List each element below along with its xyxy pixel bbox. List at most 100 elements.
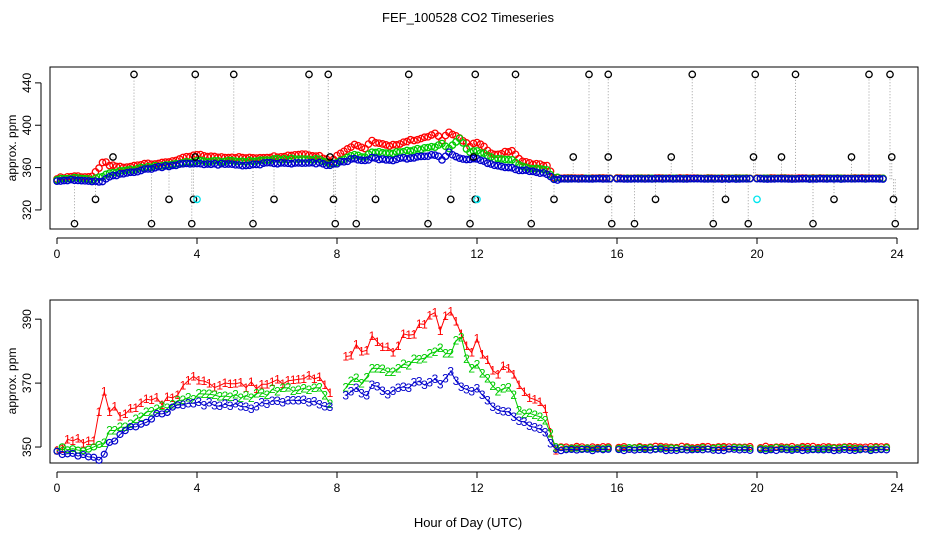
series-3-point xyxy=(625,445,633,454)
flagged-point xyxy=(466,219,474,228)
series-1-point xyxy=(298,150,306,158)
series-1-point-label: 1 xyxy=(290,373,297,387)
series-3-point-label: 3 xyxy=(216,399,223,413)
series-2-point-label: 2 xyxy=(216,390,223,404)
series-1-point-label: 1 xyxy=(253,382,260,396)
series-3-point xyxy=(153,409,161,418)
series-1-point xyxy=(378,140,387,148)
series-3-point-label: 3 xyxy=(321,400,328,414)
series-1-point xyxy=(413,135,422,144)
series-1-point-label: 1 xyxy=(479,347,486,361)
series-3-point-label: 3 xyxy=(253,399,260,413)
series-3-point xyxy=(783,446,791,454)
series-3-point-label: 3 xyxy=(358,387,365,401)
series-3-point xyxy=(242,161,250,170)
series-1-point-label: 1 xyxy=(442,309,449,323)
series-1-point-label: 1 xyxy=(300,372,307,386)
flagged-point xyxy=(91,195,100,204)
series-3-point xyxy=(522,166,530,174)
flagged-point xyxy=(305,70,313,79)
series-3-point-label: 3 xyxy=(537,422,544,436)
series-1-point-label: 1 xyxy=(148,393,155,407)
series-3-point-label: 3 xyxy=(342,389,349,403)
series-3-point-label: 3 xyxy=(348,385,355,399)
flagged-point xyxy=(630,219,639,228)
flagged-point xyxy=(187,219,196,228)
flagged-point xyxy=(886,70,894,79)
series-2-point xyxy=(413,144,422,153)
series-1-point-label: 1 xyxy=(327,386,334,400)
series-2-point xyxy=(476,149,485,157)
series-3-point xyxy=(636,445,644,454)
series-3-point xyxy=(604,445,612,453)
series-3-point xyxy=(846,446,854,455)
series-3-point xyxy=(90,453,98,461)
bottom-panel-line: 1111111111111111111111111111111111111111… xyxy=(5,299,919,495)
series-2-point-label: 2 xyxy=(159,399,166,413)
series-1-point-label: 1 xyxy=(437,324,444,338)
series-3-point xyxy=(420,152,429,161)
series-3-point xyxy=(133,167,142,176)
series-2-point-label: 2 xyxy=(495,384,502,398)
series-3-point-label: 3 xyxy=(237,399,244,413)
series-3-point-label: 3 xyxy=(327,400,334,414)
series-3-point xyxy=(263,158,271,167)
series-2-point-label: 2 xyxy=(437,341,444,355)
series-2-point-label: 2 xyxy=(248,391,255,405)
flagged-point xyxy=(709,219,718,228)
series-1-point xyxy=(504,148,513,156)
series-1-point-label: 1 xyxy=(342,350,349,364)
series-3-point-label: 3 xyxy=(201,399,208,413)
series-3-line xyxy=(56,370,887,461)
flagged-point xyxy=(887,153,896,161)
series-1-point-label: 1 xyxy=(358,345,365,359)
series-2-point-label: 2 xyxy=(253,386,260,400)
series-3-point-label: 3 xyxy=(285,393,292,407)
series-1-point-label: 1 xyxy=(59,442,66,456)
series-2-point-label: 2 xyxy=(363,370,370,384)
cyan-flagged-point xyxy=(753,195,761,204)
series-1-point-label: 1 xyxy=(153,391,160,405)
series-3-point xyxy=(168,161,177,170)
series-1-point-label: 1 xyxy=(531,393,538,407)
bottom-x-tick-label: 16 xyxy=(610,481,624,495)
series-1-point-label: 1 xyxy=(211,381,218,395)
series-1-point-label: 1 xyxy=(306,368,313,382)
top-x-tick-label: 24 xyxy=(890,247,904,261)
series-3-point-label: 3 xyxy=(400,380,407,394)
series-1-point-label: 1 xyxy=(216,379,223,393)
series-1-point-label: 1 xyxy=(274,373,281,387)
series-3-point xyxy=(504,163,513,172)
flagged-point xyxy=(749,153,758,161)
series-3-point xyxy=(856,446,864,454)
series-3-point-label: 3 xyxy=(180,398,187,412)
series-3-point-label: 3 xyxy=(505,405,512,419)
series-1-point-label: 1 xyxy=(379,340,386,354)
series-2-line xyxy=(56,336,887,452)
series-3-point xyxy=(121,427,129,435)
series-3-point xyxy=(354,155,362,164)
series-1-point-label: 1 xyxy=(489,364,496,378)
series-1-point-label: 1 xyxy=(363,343,370,357)
series-2-point-label: 2 xyxy=(227,390,234,404)
series-2-point-label: 2 xyxy=(190,393,197,407)
series-3-point xyxy=(615,445,623,454)
series-1-point xyxy=(417,134,425,143)
series-3-point xyxy=(63,450,72,458)
series-3-point-label: 3 xyxy=(489,400,496,414)
series-3-point xyxy=(280,159,289,167)
flagged-point xyxy=(147,219,156,228)
top-x-tick-label: 8 xyxy=(334,247,341,261)
flagged-point xyxy=(604,195,613,204)
series-1-point-label: 1 xyxy=(279,377,286,391)
series-3-point-label: 3 xyxy=(211,399,218,413)
series-3-point-label: 3 xyxy=(495,403,502,417)
series-3-point xyxy=(130,168,138,177)
series-3-point xyxy=(746,446,754,454)
series-1-point-label: 1 xyxy=(484,353,491,367)
top-y-tick-label: 400 xyxy=(20,115,34,135)
flagged-point xyxy=(550,195,558,204)
series-1-point xyxy=(109,161,117,170)
series-1-point-label: 1 xyxy=(69,434,76,448)
flagged-point xyxy=(585,70,593,79)
